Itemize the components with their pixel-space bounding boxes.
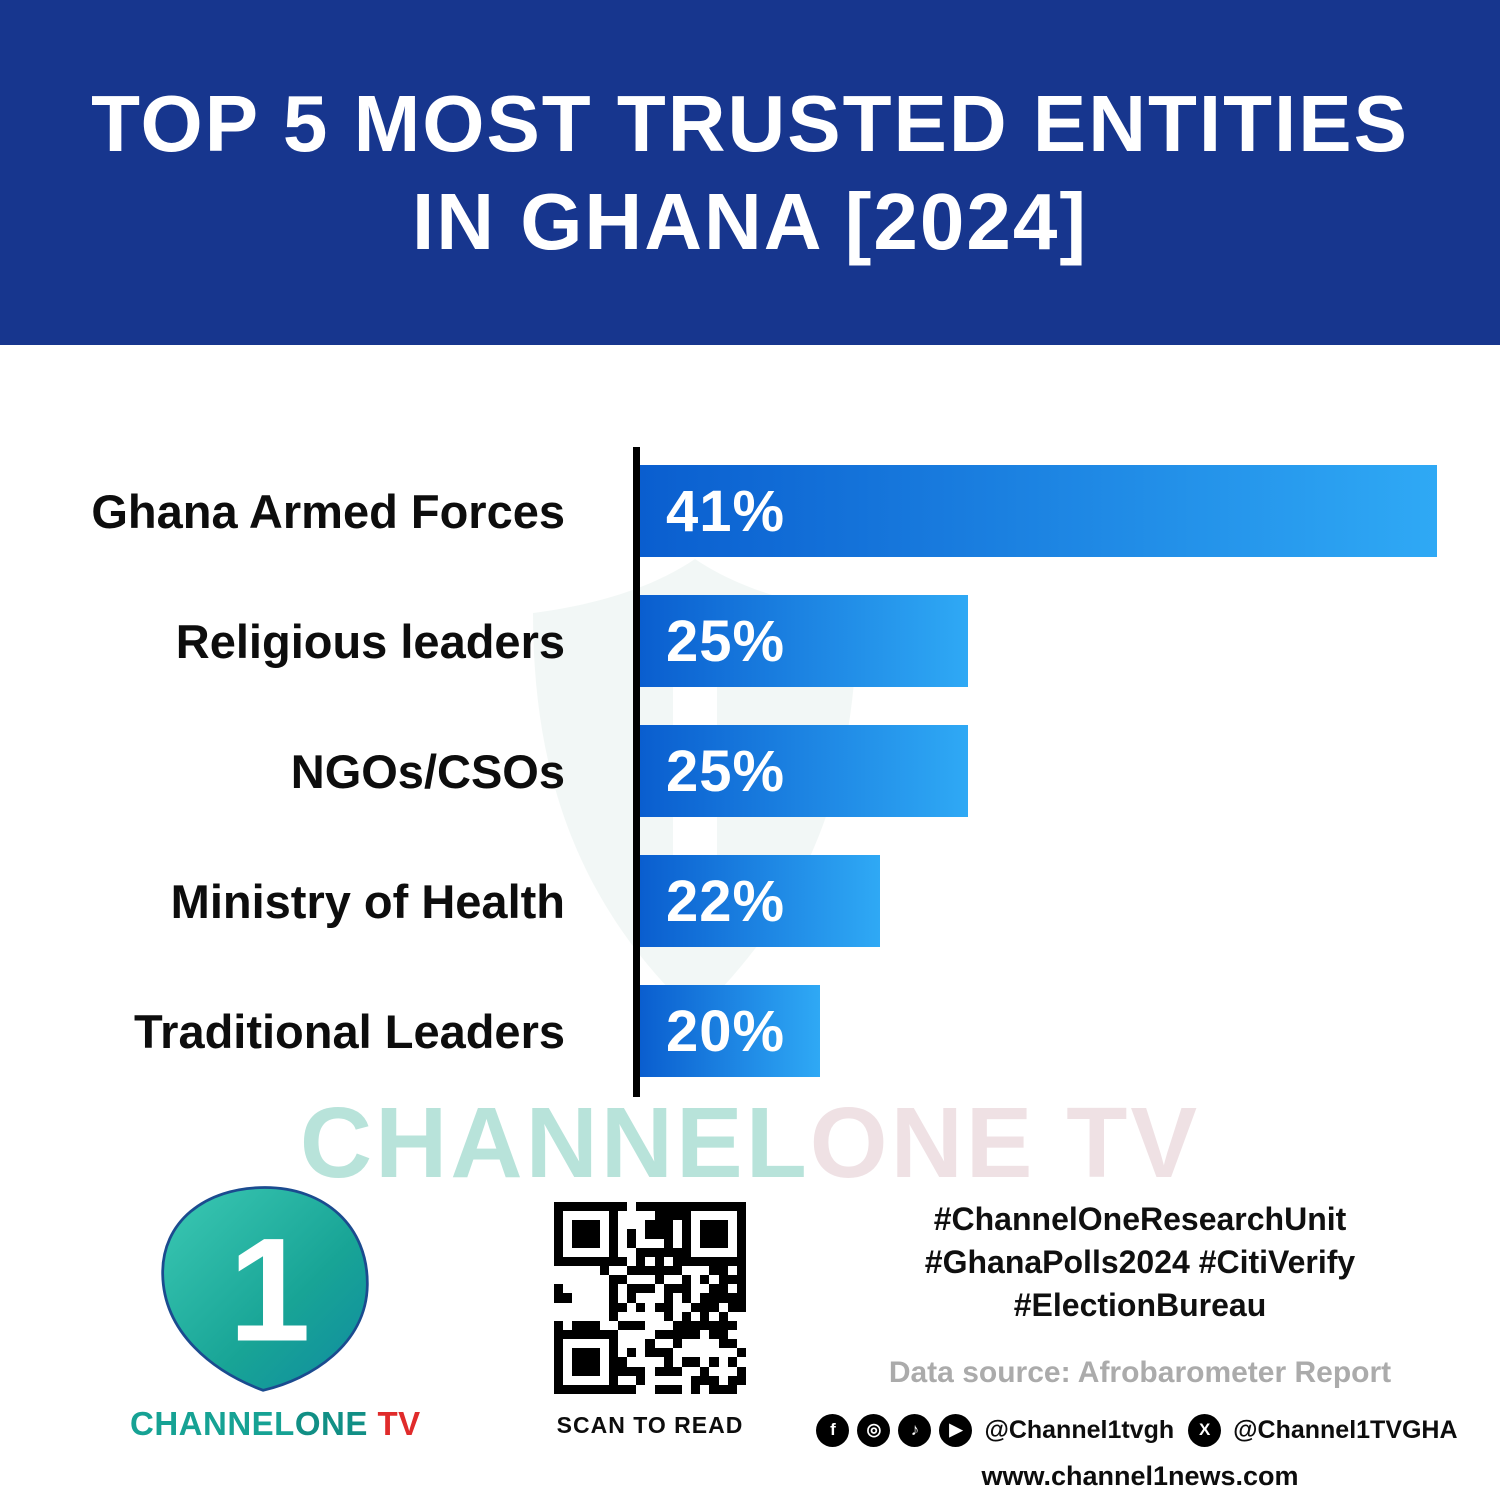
- watermark-part-1: CHANNEL: [299, 1087, 810, 1199]
- channel-one-logo-text: CHANNELONE TV: [130, 1405, 420, 1443]
- x-twitter-icon: X: [1188, 1413, 1222, 1447]
- social-row: f ◎ ♪ ▶ @Channel1tvgh X @Channel1TVGHA: [816, 1413, 1463, 1447]
- bar-row: Ghana Armed Forces 41%: [0, 465, 1445, 557]
- data-source-label: Data source: Afrobarometer Report: [888, 1355, 1392, 1389]
- page-title-line-2: IN GHANA [2024]: [411, 176, 1089, 266]
- category-label: Religious leaders: [175, 614, 565, 668]
- youtube-icon: ▶: [939, 1413, 973, 1447]
- channel-one-watermark: CHANNELONE TV: [0, 1086, 1500, 1201]
- footer-right-block: #ChannelOneResearchUnit #GhanaPolls2024 …: [816, 1198, 1458, 1492]
- value-label: 22%: [666, 868, 786, 934]
- value-label: 25%: [666, 608, 786, 674]
- bar-row: NGOs/CSOs 25%: [0, 725, 1445, 817]
- page-title-line-1: TOP 5 MOST TRUSTED ENTITIES: [91, 78, 1409, 168]
- tiktok-icon: ♪: [898, 1413, 932, 1447]
- channel-one-logo-icon: 1: [161, 1186, 369, 1392]
- facebook-icon: f: [816, 1413, 850, 1447]
- website-url: www.channel1news.com: [981, 1460, 1299, 1491]
- logo-text-tv: TV: [367, 1405, 421, 1442]
- value-label: 20%: [666, 998, 786, 1064]
- hashtags-line-3: #ElectionBureau: [1013, 1287, 1267, 1324]
- bar-row: Ministry of Health 22%: [0, 855, 1445, 947]
- qr-block: SCAN TO READ: [540, 1198, 760, 1439]
- channel-one-logo: 1 CHANNELONE TV: [130, 1182, 420, 1443]
- bar-row: Religious leaders 25%: [0, 595, 1445, 687]
- bar: 25%: [640, 595, 968, 687]
- category-label: Ministry of Health: [170, 874, 565, 928]
- category-label: Traditional Leaders: [134, 1004, 565, 1058]
- qr-caption: SCAN TO READ: [556, 1412, 744, 1438]
- category-label: NGOs/CSOs: [290, 744, 565, 798]
- bar: 20%: [640, 985, 820, 1077]
- bar: 41%: [640, 465, 1437, 557]
- logo-text-channel: CHANNEL: [130, 1405, 295, 1442]
- value-label: 41%: [666, 478, 786, 544]
- hashtags-line-2: #GhanaPolls2024 #CitiVerify: [924, 1244, 1356, 1281]
- watermark-part-2: ONE TV: [809, 1087, 1201, 1199]
- value-label: 25%: [666, 738, 786, 804]
- svg-text:1: 1: [229, 1208, 311, 1373]
- logo-text-one: ONE: [294, 1405, 368, 1442]
- qr-code: [550, 1198, 750, 1398]
- bar: 22%: [640, 855, 880, 947]
- hashtags-line-1: #ChannelOneResearchUnit: [933, 1201, 1347, 1237]
- bar-chart: Ghana Armed Forces 41% Religious leaders…: [0, 465, 1445, 1115]
- social-handle-1: @Channel1tvgh: [984, 1415, 1175, 1444]
- bar: 25%: [640, 725, 968, 817]
- social-handle-2: @Channel1TVGHA: [1233, 1415, 1458, 1444]
- instagram-icon: ◎: [857, 1413, 891, 1447]
- chart-axis-line: [633, 447, 640, 1097]
- bar-row: Traditional Leaders 20%: [0, 985, 1445, 1077]
- header-banner: TOP 5 MOST TRUSTED ENTITIES IN GHANA [20…: [0, 0, 1500, 345]
- category-label: Ghana Armed Forces: [91, 484, 565, 538]
